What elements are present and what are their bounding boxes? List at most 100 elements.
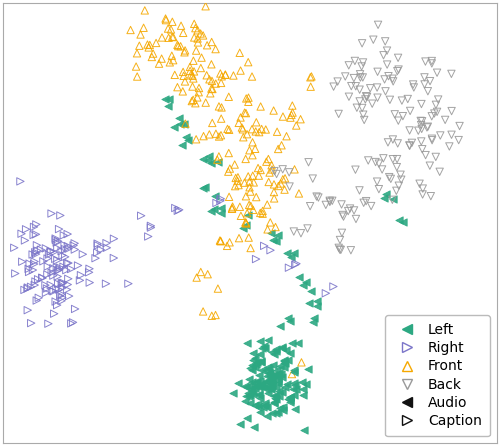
Point [152,39,160,46]
Point [406,142,413,149]
Point [423,124,431,131]
Point [192,25,200,32]
Point [328,197,336,204]
Point [266,169,274,176]
Point [26,260,34,267]
Point [246,392,254,400]
Point [250,391,258,398]
Point [420,81,428,88]
Point [32,278,40,285]
Point [260,404,268,411]
Point [189,96,197,103]
Point [270,189,278,196]
Point [212,45,220,53]
Point [54,244,62,252]
Point [260,343,268,350]
Point [352,83,360,90]
Point [386,96,394,103]
Point [206,153,214,160]
Point [214,156,222,163]
Point [240,134,248,141]
Point [256,338,264,345]
Point [286,399,294,406]
Point [280,363,288,370]
Point [32,297,40,304]
Point [260,242,268,249]
Point [63,260,71,267]
Point [140,24,147,31]
Point [260,380,268,387]
Point [250,423,258,430]
Point [418,118,426,125]
Point [266,376,274,384]
Point [252,128,260,135]
Point [168,18,176,25]
Point [136,31,144,38]
Point [418,191,426,198]
Point [389,78,397,85]
Point [242,110,250,117]
Point [215,153,223,160]
Point [375,186,383,193]
Point [297,230,305,237]
Point [280,359,287,367]
Point [428,135,436,142]
Point [351,58,359,65]
Point [256,103,264,110]
Point [86,279,94,286]
Point [228,205,236,212]
Point [102,240,110,247]
Point [199,308,207,315]
Point [419,185,427,192]
Point [434,96,442,103]
Point [224,168,232,175]
Point [432,101,440,108]
Point [270,394,278,401]
Point [208,312,216,319]
Point [35,294,43,301]
Point [242,392,250,399]
Point [356,74,364,81]
Point [414,127,422,134]
Point [374,68,382,75]
Point [314,194,322,201]
Point [27,319,35,326]
Point [50,288,58,295]
Point [262,367,270,374]
Point [290,380,298,387]
Point [279,113,287,120]
Point [446,143,454,150]
Point [228,205,236,212]
Point [337,246,345,253]
Point [242,95,250,102]
Point [242,219,250,226]
Point [295,274,303,281]
Point [30,258,38,265]
Point [395,216,403,223]
Point [242,221,250,228]
Point [168,52,176,59]
Point [356,187,364,194]
Point [257,358,265,365]
Point [378,166,386,173]
Point [47,248,55,255]
Point [144,233,152,240]
Point [158,55,166,62]
Point [74,262,82,269]
Point [192,47,200,54]
Point [313,297,321,305]
Point [58,297,66,304]
Point [34,276,42,283]
Point [244,234,252,241]
Point [264,389,272,396]
Point [330,83,338,90]
Point [422,152,430,159]
Point [263,413,271,420]
Point [147,224,155,231]
Point [366,85,374,92]
Point [240,179,248,186]
Point [334,110,342,117]
Point [141,7,149,14]
Point [240,109,248,116]
Point [54,267,62,274]
